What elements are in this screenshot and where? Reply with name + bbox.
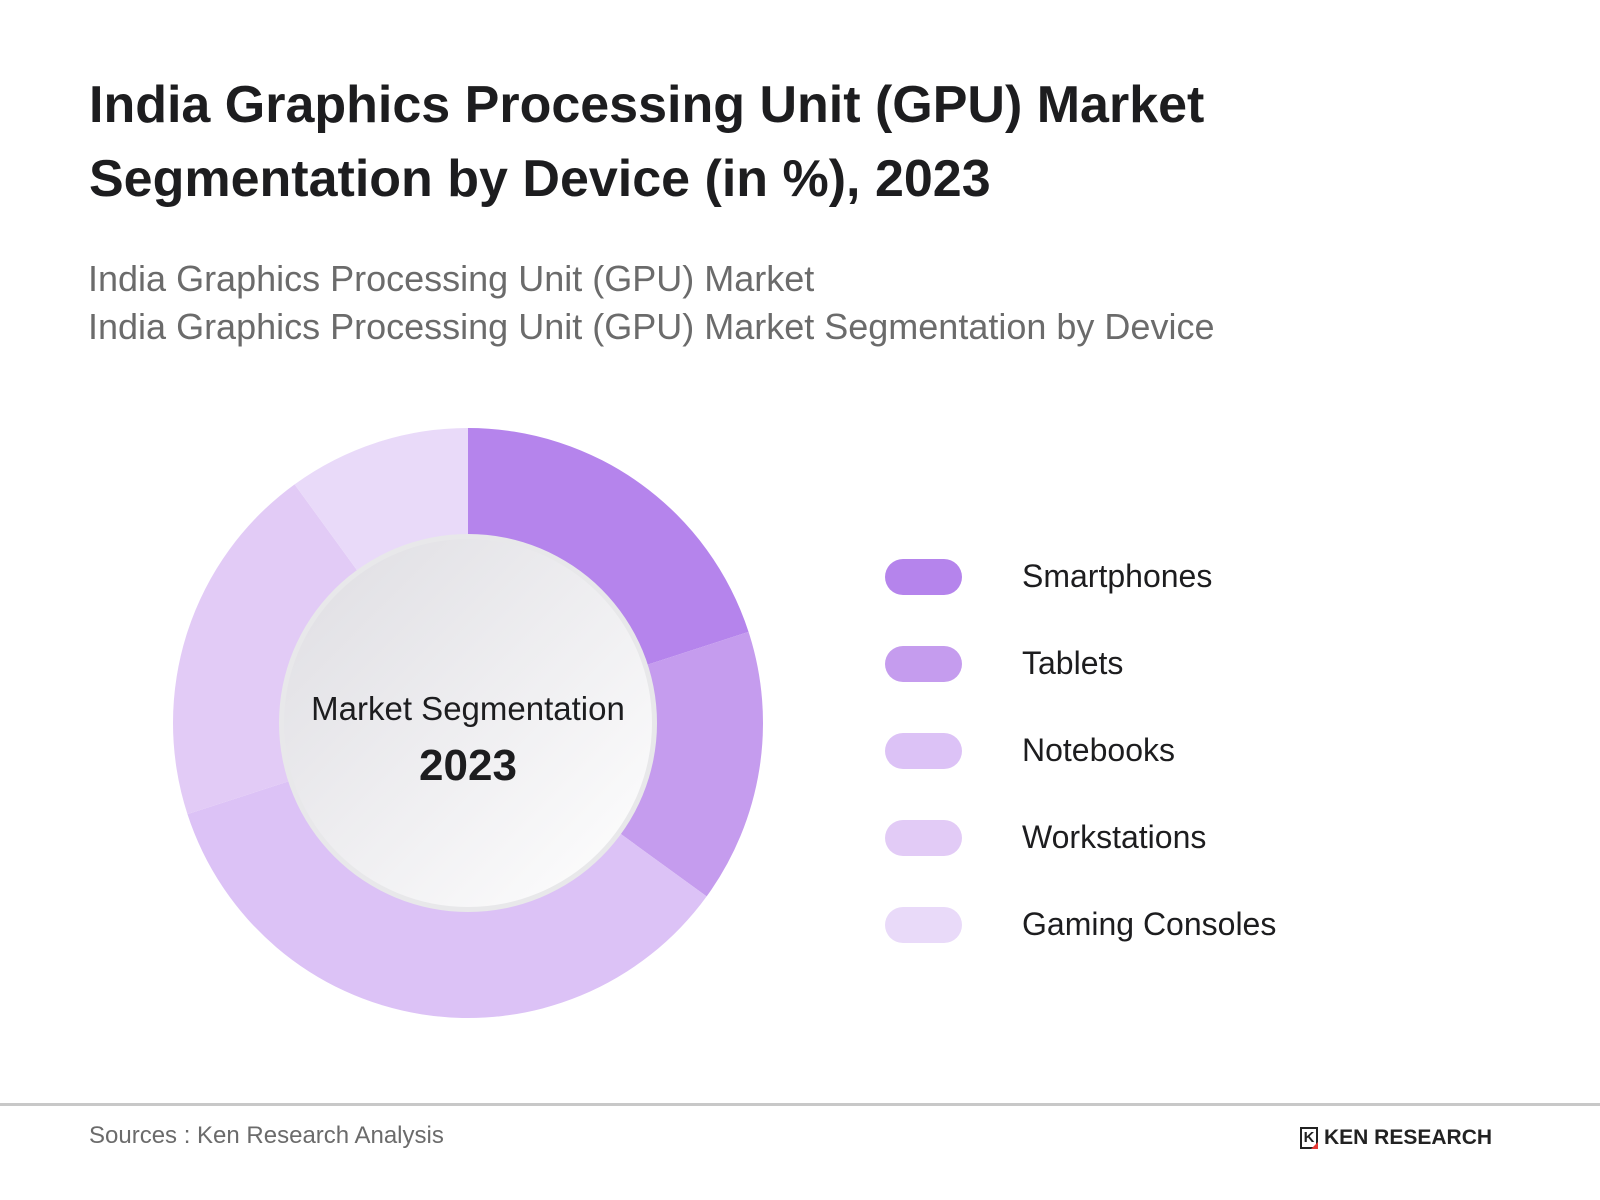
logo-text: KEN RESEARCH	[1324, 1126, 1493, 1149]
legend-label: Notebooks	[1022, 732, 1175, 768]
footer-divider	[0, 1103, 1600, 1106]
center-label: Market Segmentation	[311, 690, 625, 727]
logo-mark-icon: K	[1300, 1127, 1318, 1149]
chart-subtitle: India Graphics Processing Unit (GPU) Mar…	[88, 255, 1214, 351]
legend: Smartphones Tablets Notebooks Workstations G…	[885, 533, 1276, 968]
legend-item: Tablets	[885, 620, 1276, 707]
legend-item: Notebooks	[885, 707, 1276, 794]
legend-label: Workstations	[1022, 819, 1207, 855]
center-disc	[284, 539, 652, 907]
legend-label: Smartphones	[1022, 558, 1213, 594]
legend-swatch	[885, 906, 962, 943]
legend-swatch	[885, 645, 962, 682]
center-year: 2023	[419, 741, 517, 790]
slice-smartphones	[468, 428, 749, 677]
legend-label: Tablets	[1022, 645, 1124, 681]
legend-item: Smartphones	[885, 533, 1276, 620]
subtitle-line-2: India Graphics Processing Unit (GPU) Mar…	[88, 306, 1215, 347]
legend-label: Gaming Consoles	[1022, 906, 1277, 942]
legend-item: Gaming Consoles	[885, 881, 1276, 968]
legend-swatch	[885, 558, 962, 595]
legend-swatch	[885, 732, 962, 769]
slice-workstations	[173, 484, 380, 815]
ken-research-logo: K KEN RESEARCH	[1300, 1126, 1492, 1150]
source-note: Sources : Ken Research Analysis	[89, 1122, 444, 1149]
chart-title: India Graphics Processing Unit (GPU) Mar…	[89, 76, 1205, 208]
legend-swatch	[885, 819, 962, 856]
subtitle-line-1: India Graphics Processing Unit (GPU) Mar…	[88, 258, 815, 299]
legend-item: Workstations	[885, 794, 1276, 881]
